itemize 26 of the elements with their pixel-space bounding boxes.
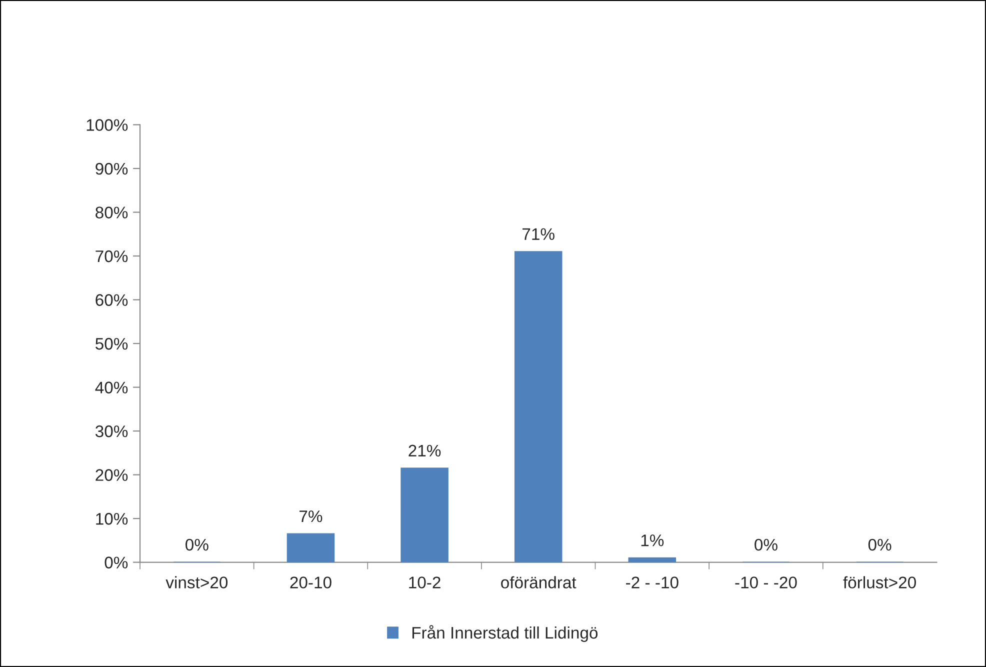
y-tick-label: 60% [96, 294, 128, 306]
data-label: 21% [408, 444, 441, 457]
data-label: 0% [868, 538, 892, 551]
x-tick-label: vinst>20 [166, 576, 228, 588]
y-tick-label: 50% [96, 338, 128, 350]
y-tick-label: 70% [96, 250, 128, 262]
x-tick-label: oförändrat [501, 576, 576, 588]
x-tick-label: förlust>20 [843, 576, 916, 588]
y-tick-label: 0% [104, 556, 128, 568]
y-tick-label: 10% [96, 512, 128, 525]
y-tick-label: 20% [96, 469, 128, 481]
data-label: 1% [641, 534, 664, 546]
y-tick-label: 30% [95, 425, 128, 438]
x-tick-label: 20-10 [290, 576, 332, 588]
x-tick-label: -10 - -20 [735, 576, 797, 588]
y-tick-label: 100% [86, 119, 128, 131]
data-label: 71% [522, 228, 554, 240]
x-tick-label: 10-2 [409, 576, 440, 588]
data-label: 0% [186, 538, 208, 551]
legend-label: Från Innerstad till Lidingö [412, 625, 598, 642]
data-label: 0% [754, 538, 778, 551]
y-tick-label: 40% [95, 382, 128, 394]
y-tick-label: 80% [96, 206, 128, 218]
data-label: 7% [300, 510, 322, 522]
y-tick-label: 90% [96, 162, 128, 175]
x-tick-label: -2 - -10 [626, 576, 678, 588]
